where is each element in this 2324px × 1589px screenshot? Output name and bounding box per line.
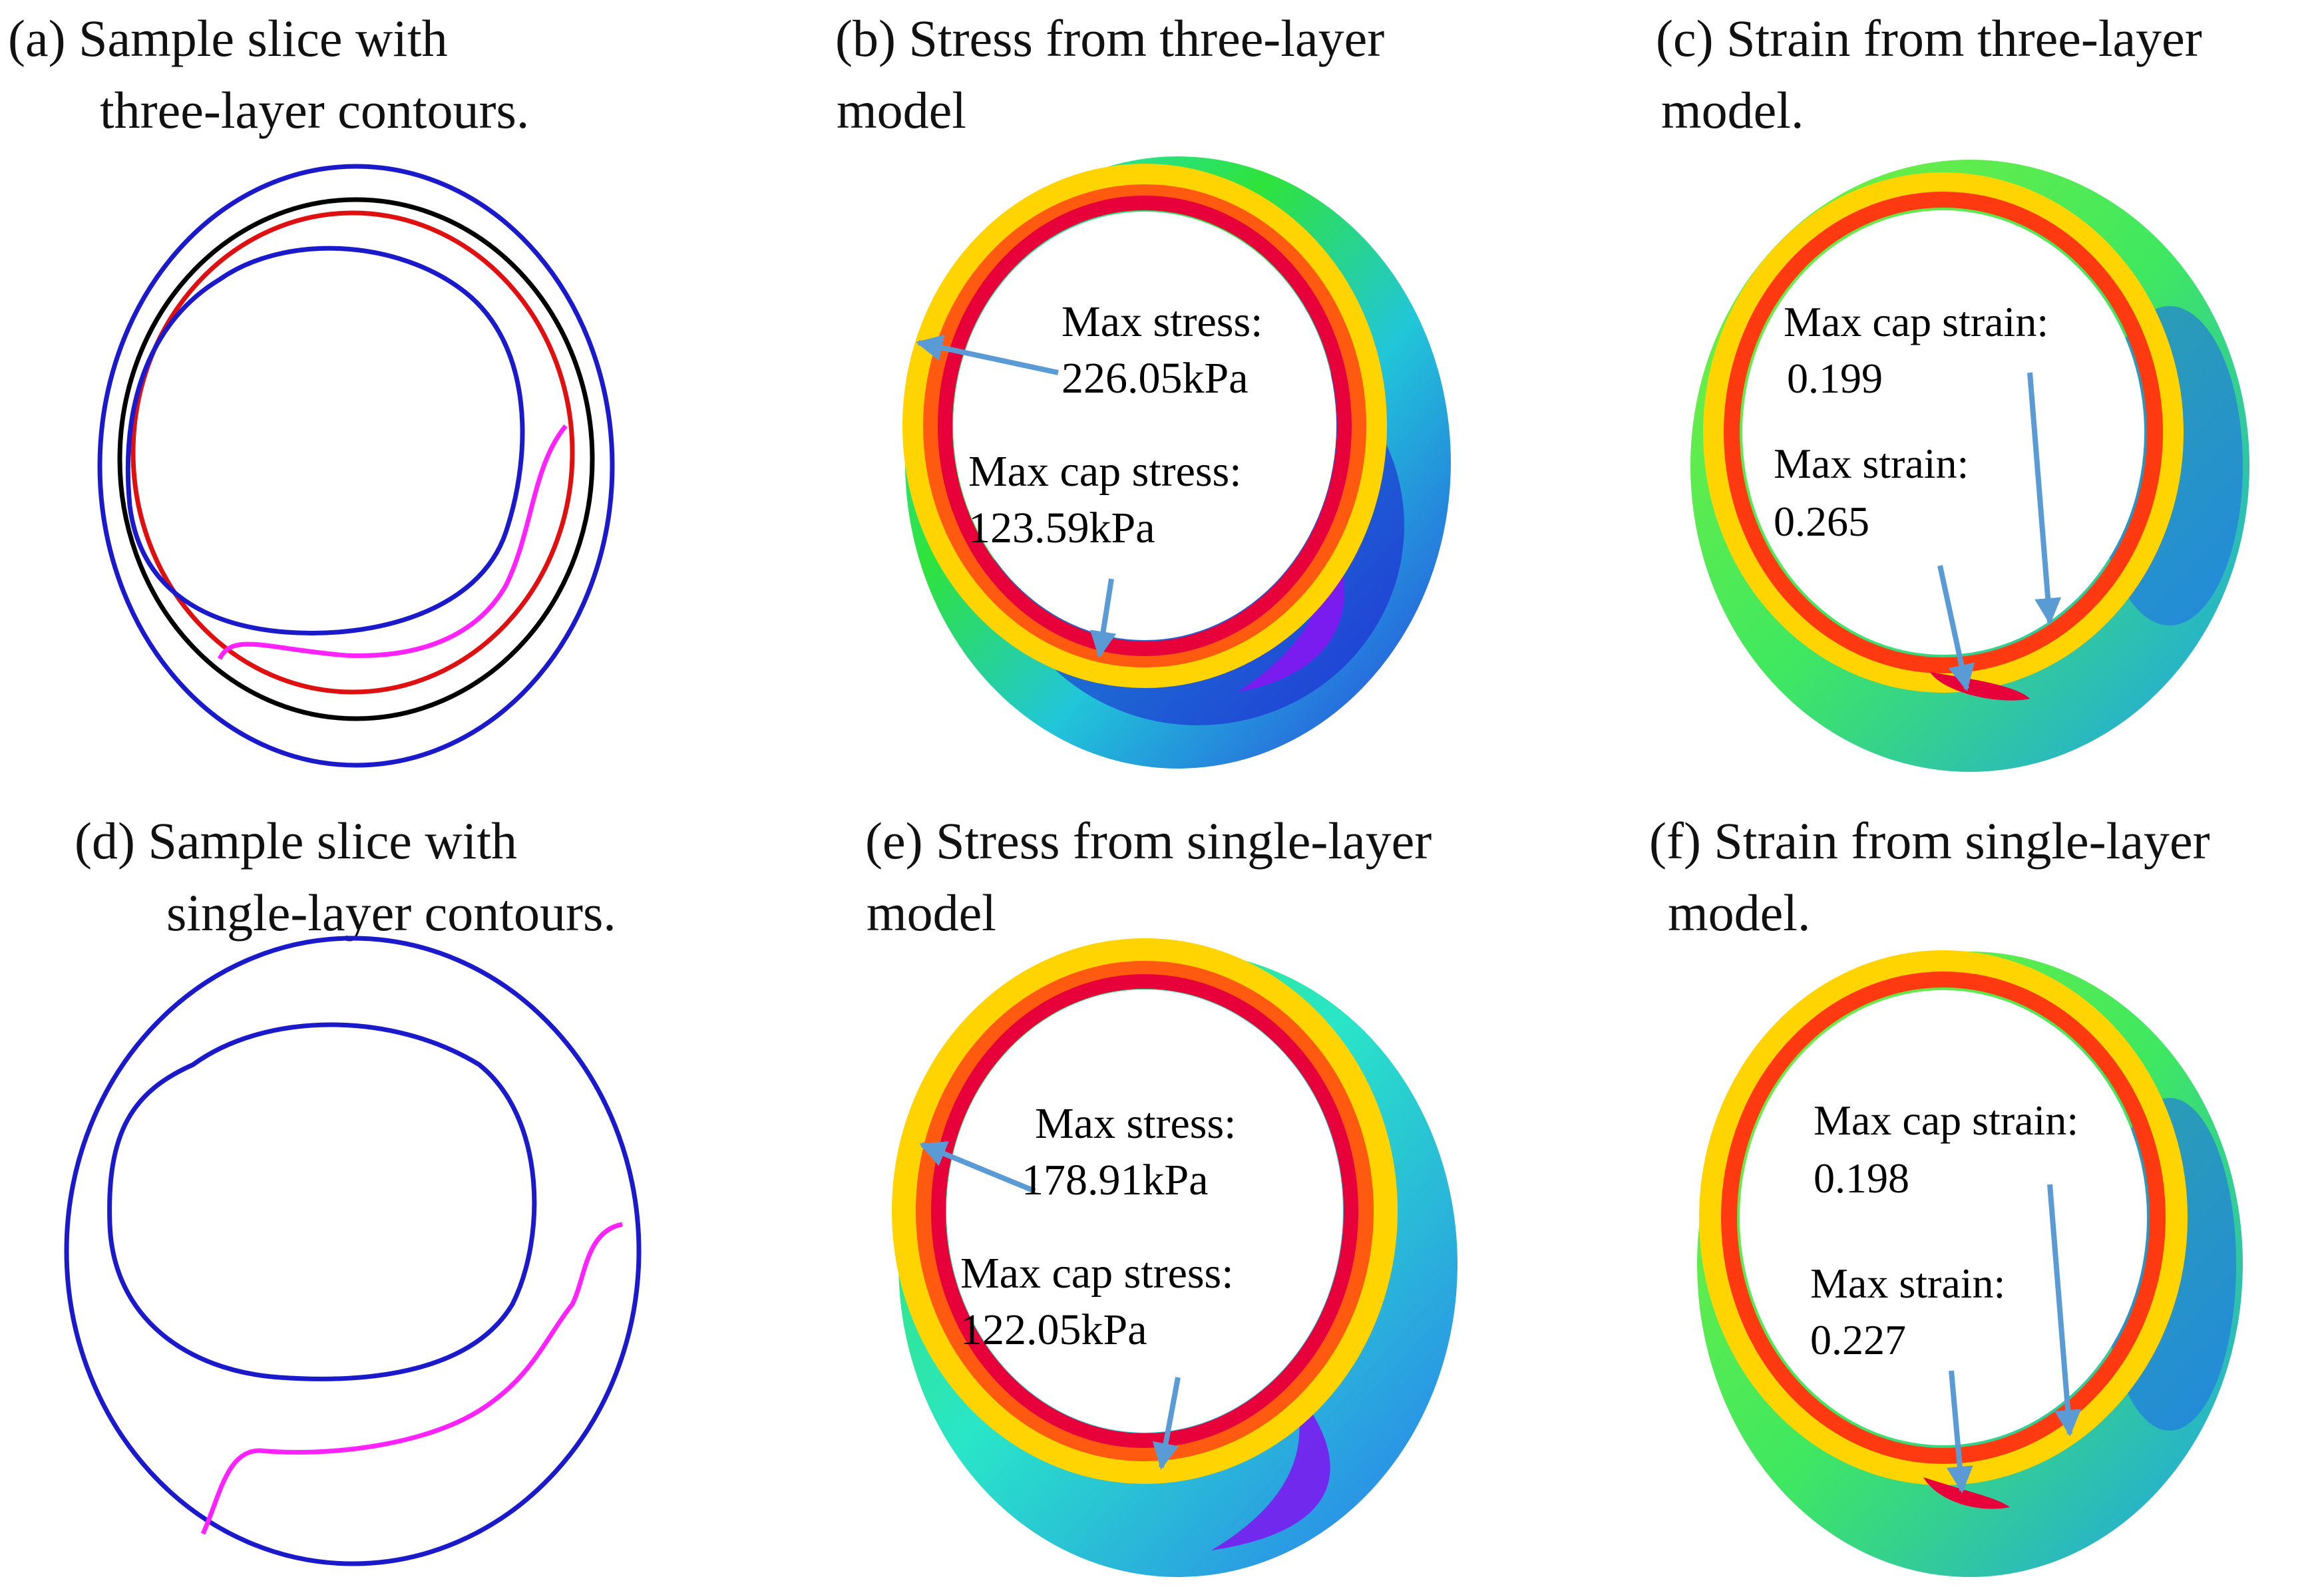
max-strain-arrow [1946, 1370, 1973, 1493]
panel-e-caption: (e) Stress from single-layer model [865, 805, 1432, 949]
lumen-contour [125, 246, 525, 635]
max-stress-value: 178.91kPa [1022, 1156, 1209, 1204]
max-cap-stress-label: Max cap stress: [968, 447, 1242, 496]
caption-line-1: (b) Stress from three-layer [835, 9, 1385, 67]
max-stress-arrow [919, 1141, 1036, 1194]
panel-c-caption: (c) Strain from three-layer model. [1656, 3, 2202, 146]
stress-map-single-layer: Max stress: 178.91kPa Max cap stress: 12… [892, 938, 1457, 1577]
strain-map-three-layer: Max cap strain: 0.199 Max strain: 0.265 [1690, 160, 2249, 772]
panel-d-caption: (d) Sample slice with single-layer conto… [75, 805, 616, 949]
max-cap-stress-arrow [1089, 578, 1117, 658]
strain-map-single-layer: Max cap strain: 0.198 Max strain: 0.227 [1697, 950, 2243, 1577]
single-layer-contour-diagram [64, 936, 642, 1566]
lumen [946, 989, 1343, 1433]
caption-line-2: three-layer contours. [100, 81, 530, 139]
caption-line-2: model [867, 884, 996, 942]
high-stress-ring [938, 196, 1352, 656]
outer-wall-contour [64, 936, 642, 1566]
max-stress-value: 226.05kPa [1062, 354, 1249, 403]
max-stress-label: Max stress: [1035, 1099, 1236, 1148]
panel-b-caption: (b) Stress from three-layer model [835, 3, 1384, 146]
max-cap-stress-label: Max cap stress: [960, 1249, 1234, 1298]
lumen [1740, 990, 2147, 1445]
panel-a: (a) Sample slice with three-layer contou… [0, 0, 772, 785]
caption-line-1: (d) Sample slice with [75, 812, 518, 870]
caption-line-2: model. [1668, 884, 1811, 942]
max-strain-arrow [1937, 565, 1975, 691]
max-cap-strain-value: 0.199 [1787, 355, 1883, 402]
max-strain-value: 0.265 [1774, 498, 1869, 545]
high-strain-ring [1721, 971, 2166, 1464]
caption-line-1: (c) Strain from three-layer [1656, 9, 2202, 67]
panel-a-caption: (a) Sample slice with three-layer contou… [8, 3, 529, 146]
panel-c: (c) Strain from three-layer model. Max c… [1571, 0, 2324, 785]
caption-line-1: (f) Strain from single-layer [1649, 812, 2210, 870]
panel-e: (e) Stress from single-layer model Max s… [772, 785, 1571, 1589]
panel-b: (b) Stress from three-layer model Max st… [772, 0, 1571, 785]
max-cap-strain-label: Max cap strain: [1814, 1097, 2078, 1144]
media-layer-contour [130, 210, 575, 695]
three-layer-contour-diagram [97, 164, 615, 768]
max-strain-value: 0.227 [1810, 1316, 1906, 1363]
caption-line-1: (a) Sample slice with [8, 9, 448, 67]
lumen [953, 212, 1336, 640]
lipid-core-contour [200, 1222, 623, 1535]
max-cap-strain-value: 0.198 [1814, 1154, 1909, 1202]
max-cap-strain-arrow [2027, 372, 2062, 625]
high-stress-ring [931, 974, 1358, 1448]
panel-f-caption: (f) Strain from single-layer model. [1649, 805, 2210, 949]
lipid-core-contour [217, 424, 568, 660]
high-strain-ring [1724, 192, 2163, 673]
adventitia-layer-contour [117, 197, 595, 721]
panel-d: (d) Sample slice with single-layer conto… [0, 785, 772, 1589]
caption-line-2: model. [1661, 81, 1804, 139]
stress-map-three-layer: Max stress: 226.05kPa Max cap stress: 12… [902, 156, 1451, 769]
caption-line-2: model [837, 81, 966, 139]
max-cap-strain-arrow [2047, 1184, 2082, 1437]
max-strain-label: Max strain: [1774, 440, 1969, 487]
caption-line-2: single-layer contours. [166, 884, 616, 942]
max-cap-stress-value: 123.59kPa [968, 504, 1155, 552]
max-stress-arrow [916, 334, 1059, 375]
max-strain-label: Max strain: [1810, 1260, 2005, 1307]
panel-f: (f) Strain from single-layer model. Max … [1571, 785, 2324, 1589]
max-cap-strain-label: Max cap strain: [1784, 298, 2048, 345]
caption-line-1: (e) Stress from single-layer [865, 812, 1432, 870]
outer-wall-contour [97, 164, 615, 768]
max-stress-label: Max stress: [1062, 297, 1262, 346]
max-cap-stress-value: 122.05kPa [960, 1306, 1147, 1354]
max-cap-stress-arrow [1152, 1377, 1181, 1470]
lumen-contour [107, 1022, 537, 1381]
